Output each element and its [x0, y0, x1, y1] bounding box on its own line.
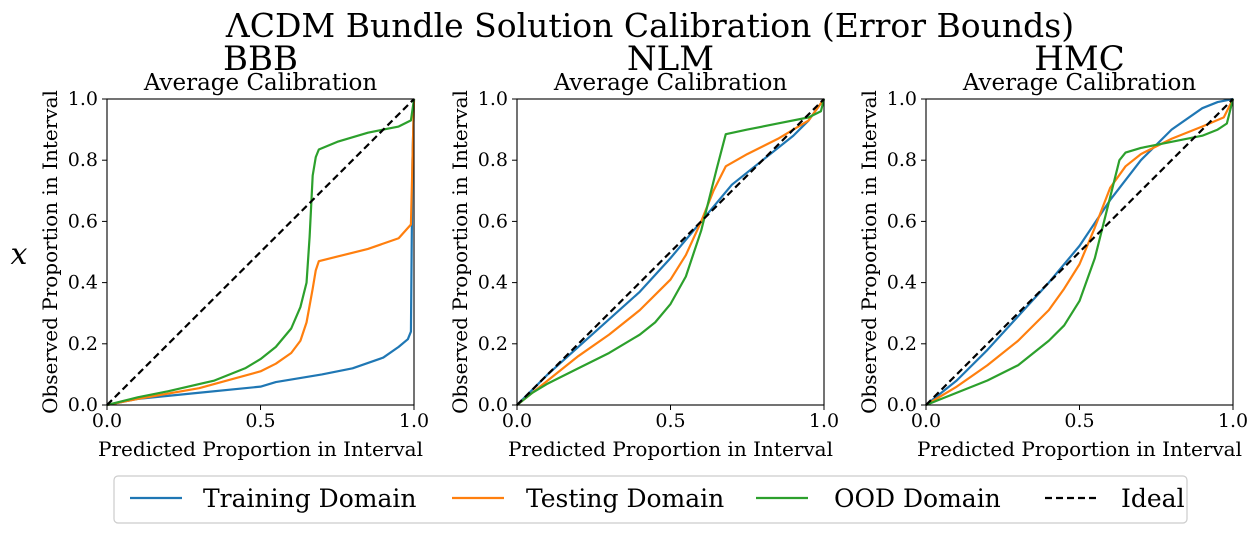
series-line-ideal: [925, 98, 1234, 406]
legend-label-training: Training Domain: [203, 484, 416, 513]
series-line-testing-domain: [516, 98, 825, 406]
y-tick-label: 1.0: [887, 88, 917, 110]
subplot-subtitle: Average Calibration: [962, 70, 1197, 96]
subplot-series-group: [516, 98, 826, 406]
y-tick-label: 0.8: [887, 149, 917, 171]
y-tick-label: 0.6: [887, 210, 917, 232]
subplot-subtitle: Average Calibration: [553, 70, 788, 96]
x-axis-label: Predicted Proportion in Interval: [98, 437, 423, 461]
y-tick-label: 0.4: [887, 272, 917, 294]
series-line-training-domain: [106, 98, 416, 407]
subplot-series-group: [925, 97, 1235, 407]
subplot-title: HMC: [1034, 39, 1124, 79]
y-tick-label: 1.0: [68, 88, 98, 110]
y-tick-label: 0.2: [478, 333, 508, 355]
subplot-title: NLM: [627, 39, 714, 79]
y-tick-label: 0.6: [68, 210, 98, 232]
y-tick-label: 0.0: [68, 394, 98, 416]
legend: Training Domain Testing Domain OOD Domai…: [113, 475, 1188, 524]
y-axis-label: Observed Proportion in Interval: [38, 90, 62, 414]
legend-label-ideal: Ideal: [1121, 484, 1185, 513]
y-tick-label: 0.8: [478, 149, 508, 171]
x-tick-label: 0.5: [655, 410, 685, 432]
y-tick-label: 0.4: [478, 272, 508, 294]
x-tick-label: 0.5: [245, 410, 275, 432]
y-tick-label: 0.0: [887, 394, 917, 416]
series-line-ood-domain: [106, 98, 416, 407]
x-tick-label: 0.0: [92, 410, 122, 432]
series-line-testing-domain: [925, 98, 1234, 406]
y-tick-label: 0.6: [478, 210, 508, 232]
x-tick-label: 0.0: [911, 410, 941, 432]
y-tick-label: 0.8: [68, 149, 98, 171]
figure-suptitle: ΛCDM Bundle Solution Calibration (Error …: [225, 6, 1074, 45]
y-axis-label: Observed Proportion in Interval: [857, 90, 881, 414]
series-line-training-domain: [925, 97, 1234, 406]
x-tick-label: 1.0: [399, 410, 429, 432]
y-tick-label: 1.0: [478, 88, 508, 110]
x-tick-label: 1.0: [1218, 410, 1248, 432]
x-tick-label: 0.5: [1064, 410, 1094, 432]
y-tick-label: 0.4: [68, 272, 98, 294]
y-tick-label: 0.0: [478, 394, 508, 416]
legend-label-testing: Testing Domain: [526, 484, 724, 513]
x-axis-label: Predicted Proportion in Interval: [917, 437, 1242, 461]
series-line-ood-domain: [925, 98, 1235, 407]
y-tick-label: 0.2: [68, 333, 98, 355]
series-line-ood-domain: [516, 98, 826, 406]
x-tick-label: 0.0: [502, 410, 532, 432]
x-axis-label: Predicted Proportion in Interval: [508, 437, 833, 461]
y-tick-label: 0.2: [887, 333, 917, 355]
series-line-testing-domain: [106, 98, 416, 407]
legend-frame: [113, 475, 1188, 524]
subplot-series-group: [106, 98, 416, 407]
x-tick-label: 1.0: [809, 410, 839, 432]
y-axis-label: Observed Proportion in Interval: [448, 90, 472, 414]
subplot-title: BBB: [223, 39, 298, 79]
legend-label-ood: OOD Domain: [834, 484, 1001, 513]
row-label: x: [11, 237, 28, 272]
series-line-ideal: [106, 98, 415, 406]
subplot-subtitle: Average Calibration: [143, 70, 378, 96]
series-line-ideal: [516, 98, 825, 406]
series-line-training-domain: [516, 98, 825, 406]
